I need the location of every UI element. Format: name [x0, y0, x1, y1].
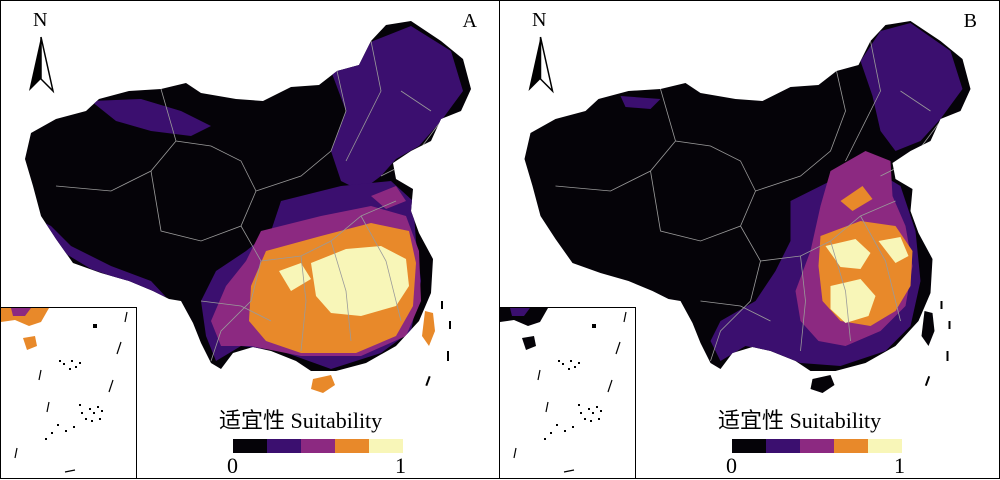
map-panel-a: N A [0, 0, 500, 479]
south-china-sea-inset-a [1, 307, 137, 478]
coastal-islands-b [924, 301, 951, 387]
legend-max-label-a: 1 [395, 453, 406, 478]
map-panel-b: N B [499, 0, 1000, 479]
suitability-low-a [91, 99, 211, 136]
suitability-low-b [860, 23, 963, 151]
legend-title-a: 适宜性 Suitability [219, 408, 383, 433]
north-arrow-icon [29, 36, 55, 94]
north-label-a: N [33, 9, 48, 31]
panel-label-b: B [963, 10, 977, 32]
taiwan-island-b [921, 311, 935, 346]
legend-title-b: 适宜性 Suitability [718, 408, 882, 433]
legend-color-bar-b [732, 439, 902, 453]
north-label-b: N [532, 9, 547, 31]
china-map-a [25, 21, 471, 393]
legend-min-label-a: 0 [227, 453, 238, 478]
legend-min-label-b: 0 [726, 453, 737, 478]
panel-label-a: A [462, 10, 477, 32]
suitability-top-a [311, 246, 409, 316]
taiwan-island-a [422, 311, 435, 346]
legend-color-bar-a [233, 439, 403, 453]
south-china-sea-inset-b [500, 307, 636, 478]
hainan-island-a [311, 375, 335, 393]
hainan-island-b [810, 375, 835, 393]
china-map-b [524, 21, 971, 393]
north-arrow-icon [528, 36, 554, 94]
coastal-islands-a [425, 301, 451, 387]
legend-max-label-b: 1 [894, 453, 905, 478]
